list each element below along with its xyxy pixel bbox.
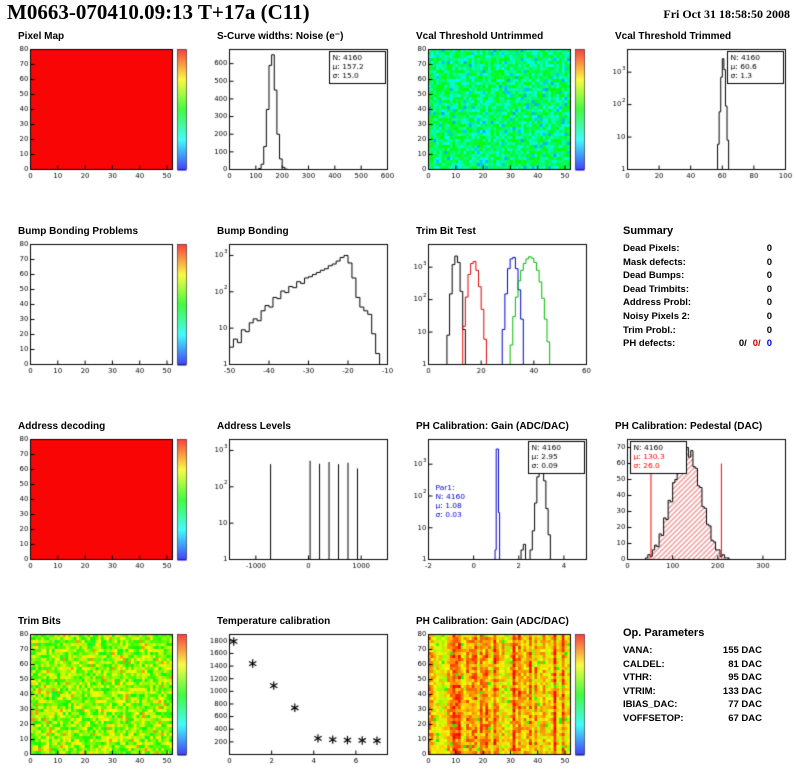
summary-value: 0 xyxy=(766,324,772,336)
address-levels-plot xyxy=(199,434,398,576)
temperature-calibration-title: Temperature calibration xyxy=(217,616,331,627)
panel-vcal-threshold-trimmed: Vcal Threshold Trimmed xyxy=(597,28,796,223)
op-label: VTHR: xyxy=(623,672,653,684)
address-decoding-plot xyxy=(0,434,199,576)
scurve-noise-plot xyxy=(199,44,398,186)
panel-address-decoding: Address decoding xyxy=(0,418,199,613)
ph-gain-hist-plot xyxy=(398,434,597,576)
summary-label: Mask defects: xyxy=(623,256,686,268)
summary-row-dead-trimbits: Dead Trimbits: 0 xyxy=(623,283,796,297)
plot-grid: Pixel Map S-Curve widths: Noise (e⁻) Vca… xyxy=(0,28,796,772)
op-value: 95 DAC xyxy=(728,672,762,684)
summary-label: Dead Trimbits: xyxy=(623,283,689,295)
op-row-vana: VANA: 155 DAC xyxy=(623,644,796,658)
ph-gain-map-title: PH Calibration: Gain (ADC/DAC) xyxy=(416,616,569,627)
ph-pedestal-plot xyxy=(597,434,796,576)
op-label: CALDEL: xyxy=(623,658,665,670)
summary-row-address-probl: Address Probl: 0 xyxy=(623,296,796,310)
op-value: 77 DAC xyxy=(728,699,762,711)
summary-label: Dead Pixels: xyxy=(623,243,680,254)
summary-value: 0 xyxy=(766,256,772,268)
panel-trim-bit-test: Trim Bit Test xyxy=(398,223,597,418)
summary-label: Dead Bumps: xyxy=(623,270,685,282)
ph-pedestal-title: PH Calibration: Pedestal (DAC) xyxy=(615,421,763,432)
summary-label: PH defects: xyxy=(623,338,676,350)
ph-defects-blue: 0 xyxy=(766,338,772,350)
bump-bonding-title: Bump Bonding xyxy=(217,226,289,237)
summary-row-ph-defects: PH defects: 0/0/0 xyxy=(623,337,796,351)
summary-title: Summary xyxy=(623,225,674,237)
op-value: 67 DAC xyxy=(728,712,762,724)
summary-label: Noisy Pixels 2: xyxy=(623,310,691,322)
vcal-threshold-untrimmed-title: Vcal Threshold Untrimmed xyxy=(416,31,544,42)
op-row-caldel: CALDEL: 81 DAC xyxy=(623,658,796,672)
report-datetime: Fri Oct 31 18:58:50 2008 xyxy=(663,7,790,21)
summary-ph-defects-values: 0/0/0 xyxy=(733,337,772,351)
panel-ph-gain-hist: PH Calibration: Gain (ADC/DAC) xyxy=(398,418,597,613)
op-row-vtrim: VTRIM: 133 DAC xyxy=(623,685,796,699)
panel-scurve-noise: S-Curve widths: Noise (e⁻) xyxy=(199,28,398,223)
bump-bonding-plot xyxy=(199,239,398,381)
temperature-calibration-plot xyxy=(199,629,398,771)
panel-vcal-threshold-untrimmed: Vcal Threshold Untrimmed xyxy=(398,28,597,223)
panel-trim-bits-map: Trim Bits xyxy=(0,613,199,772)
trim-bit-test-title: Trim Bit Test xyxy=(416,226,476,237)
summary-value: 0 xyxy=(766,243,772,254)
summary-row-mask-defects: Mask defects: 0 xyxy=(623,256,796,270)
vcal-threshold-trimmed-title: Vcal Threshold Trimmed xyxy=(615,31,732,42)
summary-row-dead-pixels: Dead Pixels: 0 xyxy=(623,242,796,256)
op-label: VOFFSETOP: xyxy=(623,712,684,724)
summary-label: Address Probl: xyxy=(623,297,692,309)
op-row-voffsetop: VOFFSETOP: 67 DAC xyxy=(623,712,796,726)
panel-summary: Summary Dead Pixels: 0 Mask defects: 0 Dea… xyxy=(597,223,796,418)
trim-bits-map-title: Trim Bits xyxy=(18,616,61,627)
op-label: VANA: xyxy=(623,645,653,656)
bump-bonding-problems-title: Bump Bonding Problems xyxy=(18,226,138,237)
address-levels-title: Address Levels xyxy=(217,421,291,432)
summary-row-trim-probl: Trim Probl.: 0 xyxy=(623,324,796,338)
ph-gain-hist-title: PH Calibration: Gain (ADC/DAC) xyxy=(416,421,569,432)
panel-ph-pedestal: PH Calibration: Pedestal (DAC) xyxy=(597,418,796,613)
page-title: M0663-070410.09:13 T+17a (C11) xyxy=(7,0,310,24)
panel-address-levels: Address Levels xyxy=(199,418,398,613)
panel-pixel-map: Pixel Map xyxy=(0,28,199,223)
ph-defects-black: 0/ xyxy=(738,338,747,350)
vcal-threshold-trimmed-plot xyxy=(597,44,796,186)
op-label: VTRIM: xyxy=(623,685,656,697)
vcal-threshold-untrimmed-plot xyxy=(398,44,597,186)
ph-gain-map-plot xyxy=(398,629,597,771)
op-value: 133 DAC xyxy=(722,685,762,697)
op-label: IBIAS_DAC: xyxy=(623,699,678,711)
panel-ph-gain-map: PH Calibration: Gain (ADC/DAC) xyxy=(398,613,597,772)
panel-op-parameters: Op. Parameters VANA: 155 DAC CALDEL: 81 DA… xyxy=(597,613,796,772)
report-header: M0663-070410.09:13 T+17a (C11) Fri Oct 3… xyxy=(0,0,796,28)
summary-label: Trim Probl.: xyxy=(623,324,676,336)
summary-value: 0 xyxy=(766,270,772,282)
panel-temperature-calibration: Temperature calibration xyxy=(199,613,398,772)
scurve-noise-title: S-Curve widths: Noise (e⁻) xyxy=(217,31,344,42)
pixel-map-plot xyxy=(0,44,199,186)
summary-row-noisy-pixels: Noisy Pixels 2: 0 xyxy=(623,310,796,324)
op-value: 155 DAC xyxy=(722,645,762,656)
bump-bonding-problems-plot xyxy=(0,239,199,381)
op-parameters-title: Op. Parameters xyxy=(623,627,705,639)
summary-value: 0 xyxy=(766,310,772,322)
op-row-vthr: VTHR: 95 DAC xyxy=(623,671,796,685)
trim-bit-test-plot xyxy=(398,239,597,381)
panel-bump-bonding-problems: Bump Bonding Problems xyxy=(0,223,199,418)
summary-value: 0 xyxy=(766,297,772,309)
panel-bump-bonding: Bump Bonding xyxy=(199,223,398,418)
address-decoding-title: Address decoding xyxy=(18,421,106,432)
pixel-map-title: Pixel Map xyxy=(18,31,65,42)
trim-bits-map-plot xyxy=(0,629,199,771)
op-value: 81 DAC xyxy=(728,658,762,670)
summary-value: 0 xyxy=(766,283,772,295)
summary-row-dead-bumps: Dead Bumps: 0 xyxy=(623,269,796,283)
op-row-ibias: IBIAS_DAC: 77 DAC xyxy=(623,698,796,712)
ph-defects-red: 0/ xyxy=(752,338,761,350)
